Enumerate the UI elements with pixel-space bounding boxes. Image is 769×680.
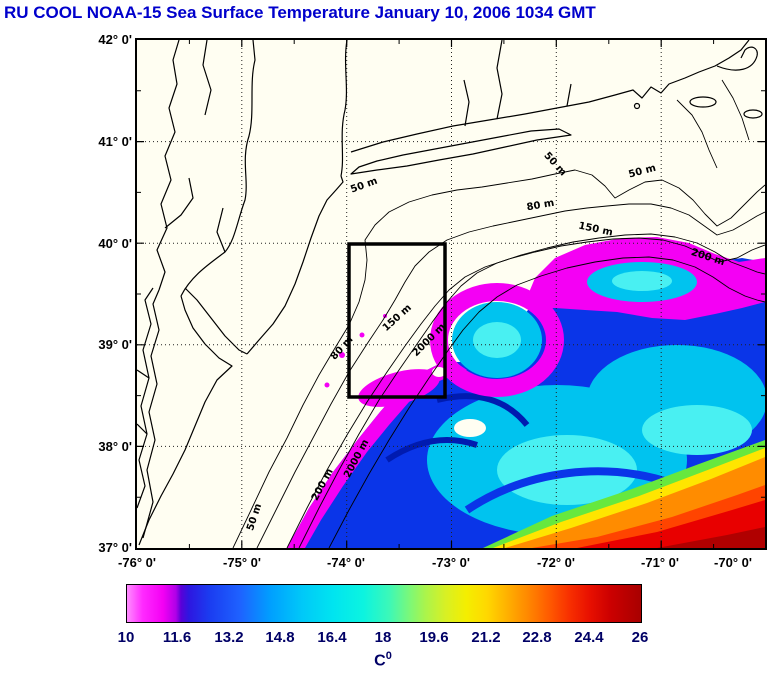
cape-cod xyxy=(716,46,758,71)
block-island xyxy=(633,102,641,110)
marthas-vineyard xyxy=(689,96,717,108)
contour-50m xyxy=(232,169,765,548)
cold-eddy-ring xyxy=(430,283,564,397)
lon-tick-label: -73° 0' xyxy=(432,555,470,570)
lat-tick-label: 37° 0' xyxy=(98,540,132,555)
lon-tick-label: -70° 0' xyxy=(714,555,752,570)
coastline xyxy=(137,40,763,546)
colorbar-tick-label: 21.2 xyxy=(471,629,501,646)
delaware-river xyxy=(180,40,256,297)
colorbar-tick-label: 19.6 xyxy=(419,629,449,646)
contour-label: 80 m xyxy=(526,198,555,214)
contour-80m xyxy=(256,203,765,548)
study-area-box xyxy=(347,242,447,399)
map-svg: 50 m 200 m 2000 m 80 m 150 m 2000 m 50 m… xyxy=(137,40,765,548)
colorbar-tick-label: 10 xyxy=(117,629,135,646)
lat-tick-label: 39° 0' xyxy=(98,337,132,352)
lat-tick-label: 38° 0' xyxy=(98,439,132,454)
lat-tick-label: 41° 0' xyxy=(98,134,132,149)
nantucket xyxy=(743,109,763,119)
bathymetry-contours xyxy=(232,79,765,548)
gulf-stream-region xyxy=(483,440,765,548)
nj-coast xyxy=(246,175,344,355)
lat-tick-label: 40° 0' xyxy=(98,236,132,251)
colorbar-tick-label: 18 xyxy=(374,629,392,646)
chesapeake-bay xyxy=(137,40,226,539)
colorbar-tick-label: 16.4 xyxy=(317,629,347,646)
lon-tick-label: -74° 0' xyxy=(327,555,365,570)
colorbar-tick-label: 26 xyxy=(631,629,649,646)
sst-field xyxy=(287,237,765,548)
lon-tick-label: -72° 0' xyxy=(537,555,575,570)
unit-superscript: 0 xyxy=(385,650,392,662)
new-england-coast xyxy=(350,40,750,153)
map-frame: 50 m 200 m 2000 m 80 m 150 m 2000 m 50 m… xyxy=(135,38,767,550)
hudson-river xyxy=(340,40,348,177)
axis-ticks xyxy=(137,40,765,548)
colorbar-tick-label: 14.8 xyxy=(265,629,295,646)
colorbar-tick-label: 13.2 xyxy=(214,629,244,646)
lat-tick-label: 42° 0' xyxy=(98,32,132,47)
colorbar-gradient xyxy=(126,584,642,623)
colorbar-unit-label: C0 xyxy=(343,650,423,670)
cold-front-band xyxy=(287,362,467,548)
lon-tick-label: -76° 0' xyxy=(118,555,156,570)
lon-tick-label: -75° 0' xyxy=(223,555,261,570)
image-title: RU COOL NOAA-15 Sea Surface Temperature … xyxy=(4,3,596,22)
unit-base: C xyxy=(374,652,386,670)
colorbar-tick-label: 22.8 xyxy=(522,629,552,646)
lon-tick-label: -71° 0' xyxy=(641,555,679,570)
contour-200m xyxy=(298,233,765,548)
gridlines xyxy=(137,40,765,548)
colorbar-tick-label: 11.6 xyxy=(162,629,192,646)
contour-2000m xyxy=(328,256,765,548)
colorbar-tick-label: 24.4 xyxy=(574,629,604,646)
long-island xyxy=(350,128,572,175)
